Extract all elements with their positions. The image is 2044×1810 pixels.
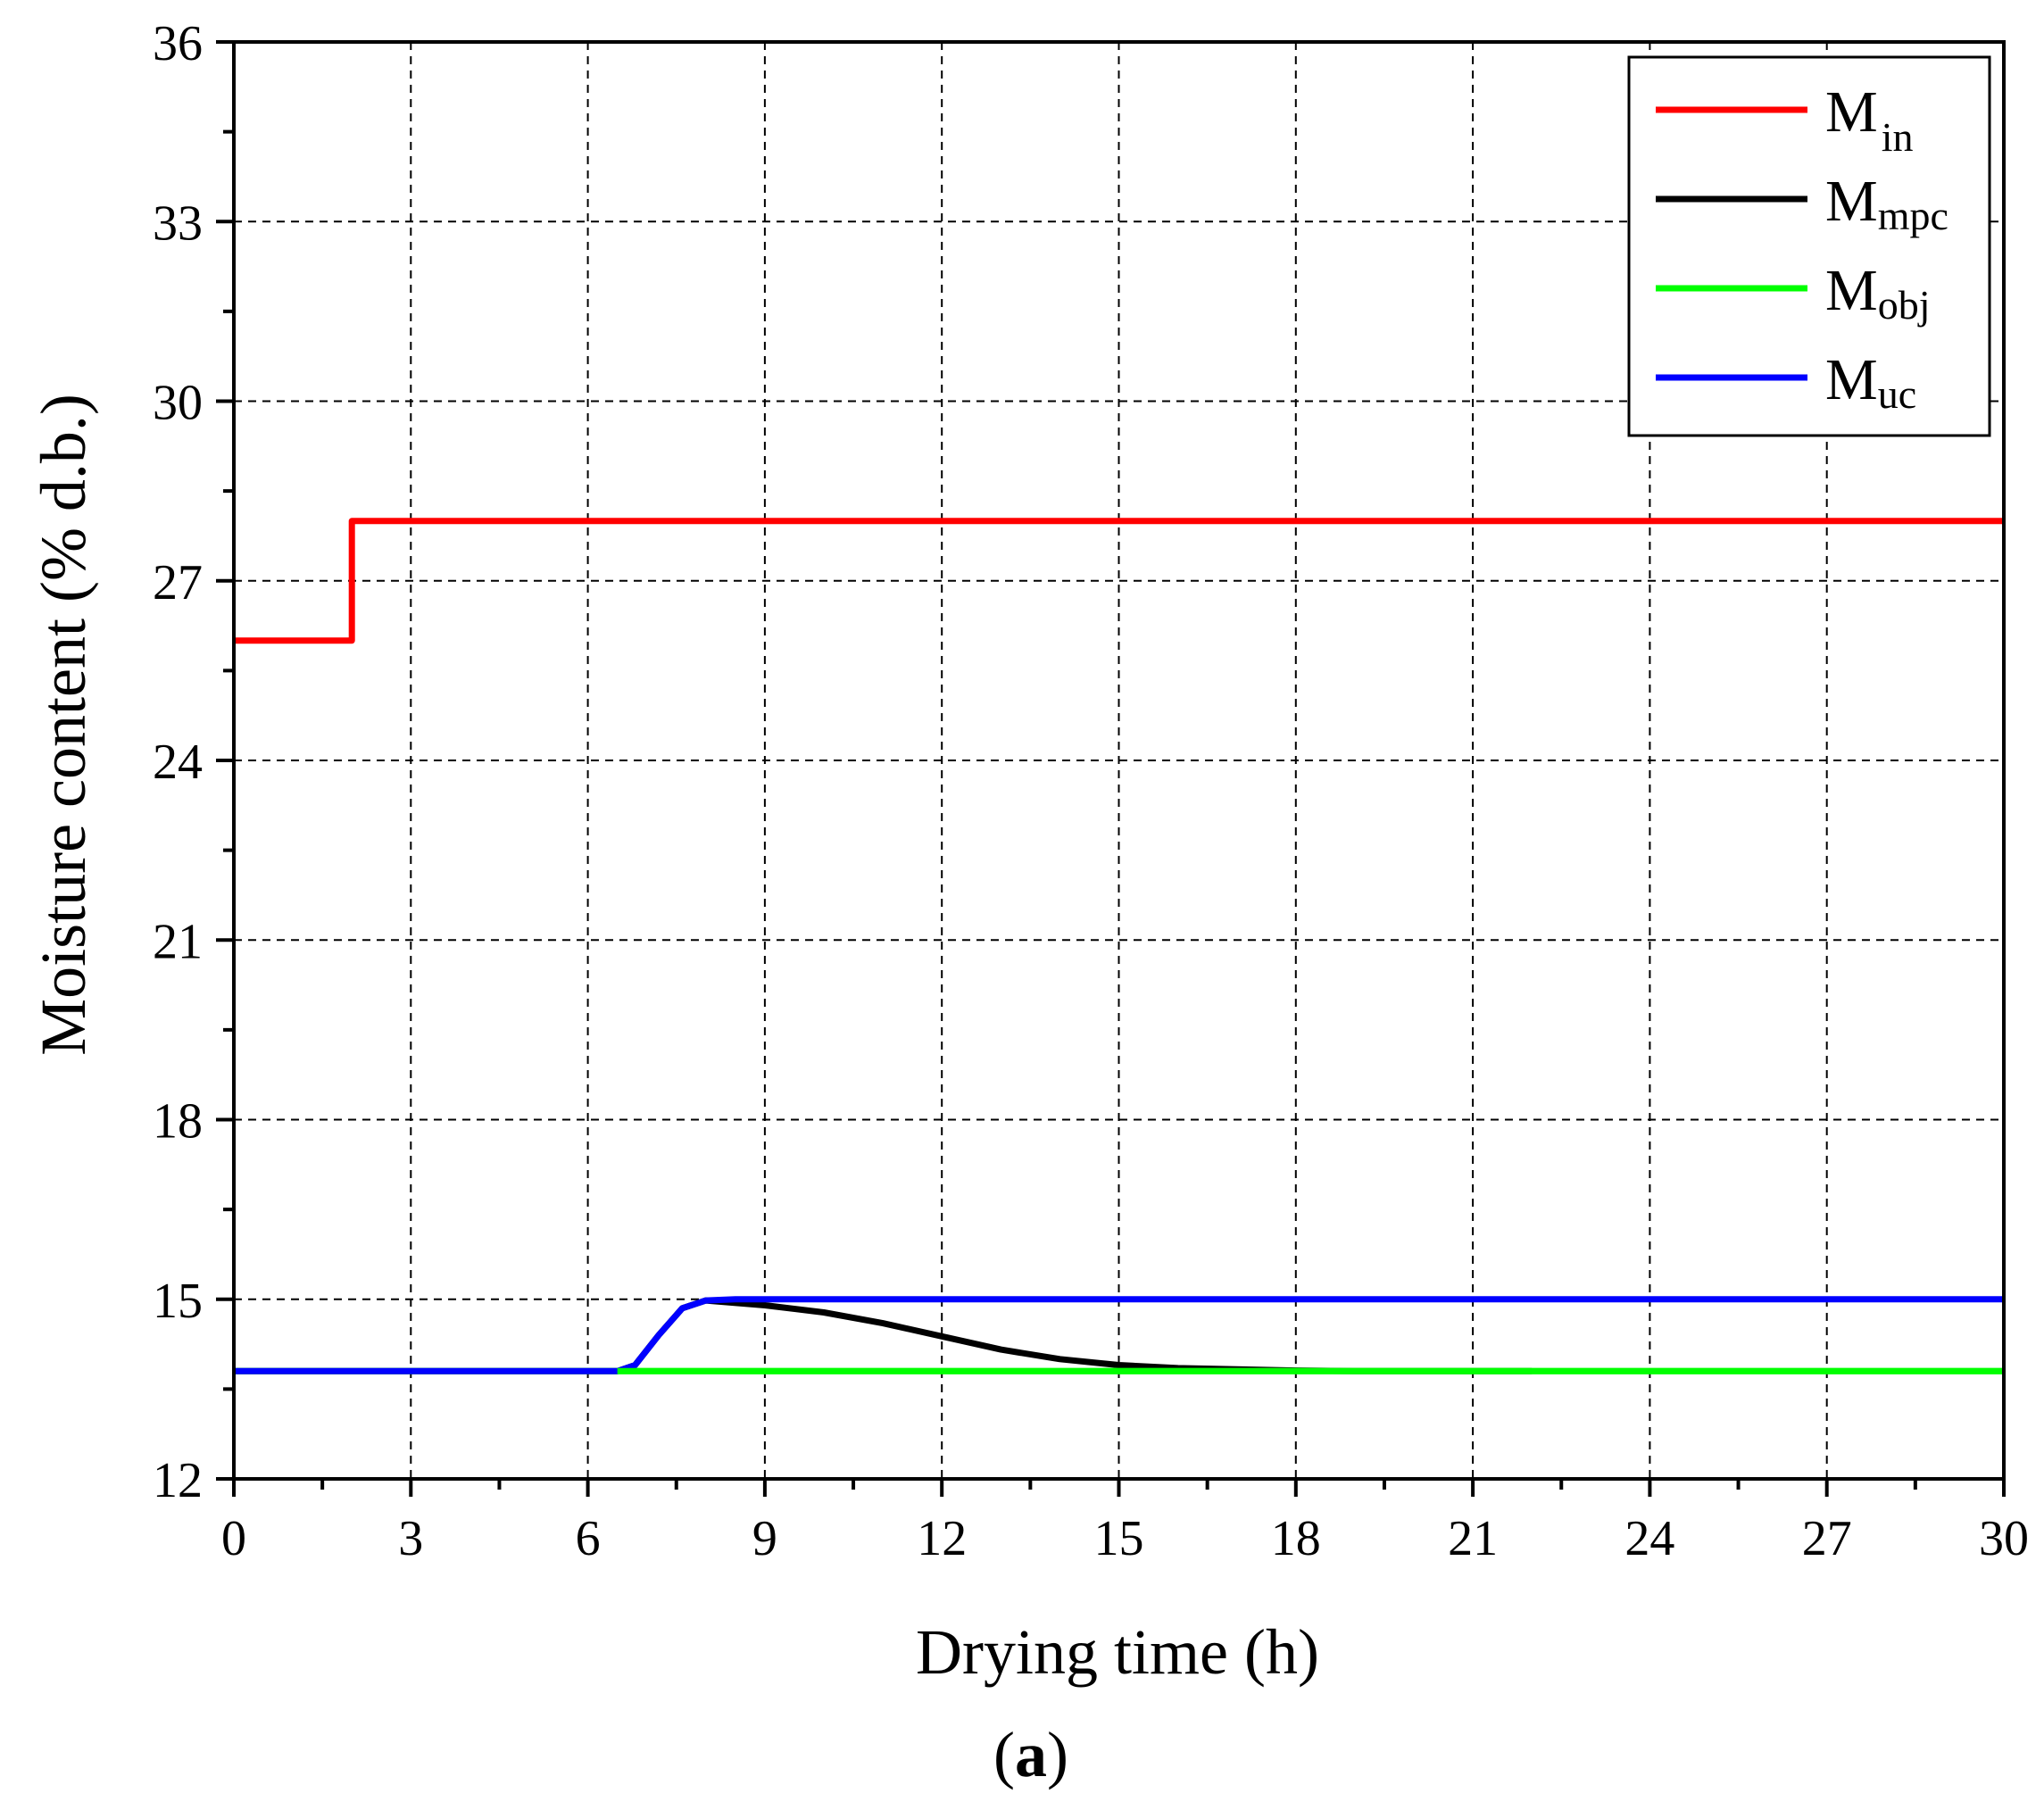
x-axis-title: Drying time (h) [916, 1616, 1319, 1688]
y-tick-label: 18 [153, 1094, 203, 1150]
axes [216, 40, 2006, 1497]
legend-label-m-obj: Mobj [1825, 258, 1930, 328]
legend-label-main: M [1825, 258, 1878, 323]
legend-label-sub: in [1882, 114, 1914, 160]
x-tick-label: 3 [398, 1511, 423, 1566]
x-tick-label: 6 [576, 1511, 601, 1566]
legend-label-m-uc: Muc [1825, 347, 1916, 417]
x-tick-label: 21 [1448, 1511, 1498, 1566]
x-tick-label: 15 [1094, 1511, 1144, 1566]
legend-label-m-mpc: Mmpc [1825, 169, 1948, 238]
x-tick-label: 0 [221, 1511, 246, 1566]
y-tick-label: 27 [153, 555, 203, 610]
y-tick-label: 21 [153, 914, 203, 969]
y-tick-label: 33 [153, 195, 203, 251]
y-tick-label: 15 [153, 1274, 203, 1329]
y-tick-label: 30 [153, 376, 203, 431]
legend-label-sub: mpc [1878, 193, 1948, 238]
series-lines [234, 518, 2004, 1374]
legend-box [1627, 55, 1991, 437]
x-tick-label: 18 [1271, 1511, 1321, 1566]
legend-label-main: M [1825, 169, 1878, 234]
legend-label-sub: uc [1878, 371, 1916, 417]
legend-label-sub: obj [1878, 282, 1931, 328]
legend-label-m-in: Min [1825, 79, 1913, 160]
x-tick-label: 12 [917, 1511, 967, 1566]
x-tick-label: 24 [1624, 1511, 1674, 1566]
y-axis-title: Moisture content (% d.b.) [28, 394, 99, 1056]
panel-label: (a) [993, 1719, 1068, 1790]
legend-label-main: M [1825, 79, 1878, 145]
panel-label-close: ) [1047, 1719, 1068, 1790]
x-tick-label: 30 [1979, 1511, 2029, 1566]
y-tick-label: 36 [153, 16, 203, 71]
y-tick-label: 24 [153, 735, 203, 790]
x-tick-label: 27 [1802, 1511, 1852, 1566]
legend-label-main: M [1825, 347, 1878, 412]
panel-label-open: ( [993, 1719, 1015, 1790]
y-tick-label: 12 [153, 1453, 203, 1508]
series-line-m-mpc [234, 1297, 1533, 1374]
panel-label-letter: a [1015, 1719, 1047, 1790]
x-tick-label: 9 [752, 1511, 777, 1566]
series-line-m-in [234, 518, 2004, 644]
